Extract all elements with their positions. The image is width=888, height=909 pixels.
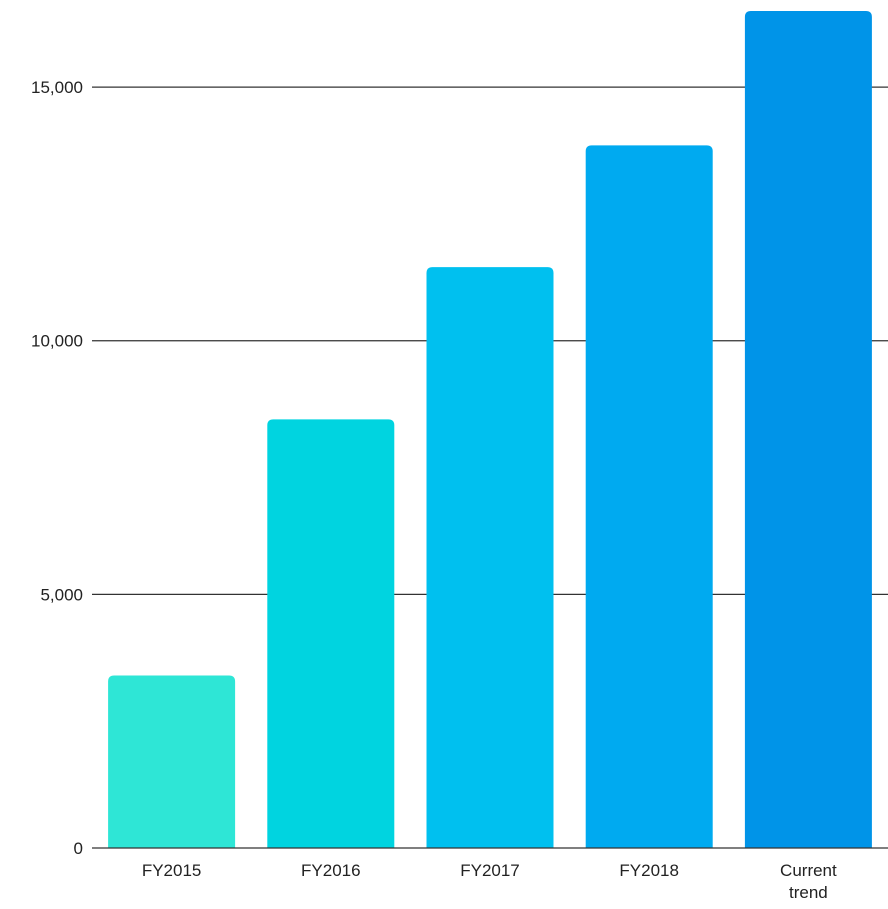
bar-fy2016 — [267, 419, 395, 848]
bar-fy2018 — [585, 145, 713, 849]
bar-fy2017 — [426, 267, 554, 848]
x-axis-category-labels: FY2015 FY2016 FY2017 FY2018 Current trend — [142, 861, 837, 902]
bar-fy2015 — [108, 675, 236, 848]
x-category-label: FY2018 — [619, 861, 679, 880]
bars — [108, 11, 872, 849]
x-category-label: FY2017 — [460, 861, 520, 880]
x-category-label: FY2015 — [142, 861, 202, 880]
y-tick-label: 0 — [74, 839, 83, 858]
y-tick-label: 10,000 — [31, 332, 83, 351]
bar-current-trend — [744, 11, 872, 848]
y-tick-label: 5,000 — [40, 585, 83, 604]
x-category-label: FY2016 — [301, 861, 361, 880]
x-category-label: Current trend — [780, 861, 837, 902]
y-tick-label: 15,000 — [31, 78, 83, 97]
y-axis-tick-labels: 0 5,000 10,000 15,000 — [31, 78, 83, 858]
